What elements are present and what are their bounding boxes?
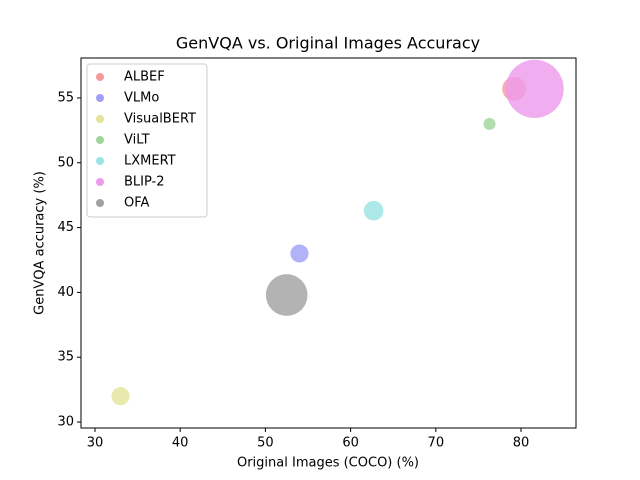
y-tick-label: 30 bbox=[57, 415, 74, 430]
legend-box bbox=[86, 63, 208, 218]
x-tick-label: 30 bbox=[87, 436, 104, 451]
legend-label: LXMERT bbox=[124, 154, 176, 169]
legend-label: BLIP-2 bbox=[124, 175, 165, 190]
y-tick-label: 55 bbox=[57, 90, 74, 105]
x-tick-label: 40 bbox=[172, 436, 189, 451]
y-axis-label: GenVQA accuracy (%) bbox=[33, 171, 48, 315]
legend-label: ALBEF bbox=[124, 70, 165, 85]
bubble bbox=[363, 200, 384, 221]
legend-label: VLMo bbox=[124, 91, 159, 106]
legend-marker bbox=[96, 157, 104, 165]
legend-marker bbox=[96, 199, 104, 207]
legend-marker bbox=[96, 115, 104, 123]
legend-label: ViLT bbox=[124, 133, 150, 148]
x-tick-label: 50 bbox=[257, 436, 274, 451]
bubble bbox=[505, 59, 564, 118]
bubble bbox=[483, 117, 496, 130]
legend-marker bbox=[96, 178, 104, 186]
chart-title: GenVQA vs. Original Images Accuracy bbox=[176, 34, 480, 53]
y-tick-label: 35 bbox=[57, 350, 74, 365]
x-tick-label: 60 bbox=[342, 436, 359, 451]
bubble bbox=[265, 274, 308, 316]
legend-marker bbox=[96, 136, 104, 144]
x-axis-label: Original Images (COCO) (%) bbox=[237, 456, 419, 471]
x-tick-label: 70 bbox=[428, 436, 445, 451]
legend-label: OFA bbox=[124, 196, 150, 211]
y-tick-label: 50 bbox=[57, 155, 74, 170]
x-tick-label: 80 bbox=[513, 436, 530, 451]
legend-marker bbox=[96, 94, 104, 102]
bubble bbox=[111, 387, 130, 406]
y-tick-label: 45 bbox=[57, 220, 74, 235]
bubble bbox=[290, 244, 309, 263]
legend-label: VisualBERT bbox=[124, 112, 196, 127]
plot-frame bbox=[80, 57, 577, 429]
y-tick-label: 40 bbox=[57, 285, 74, 300]
legend-marker bbox=[96, 73, 104, 81]
